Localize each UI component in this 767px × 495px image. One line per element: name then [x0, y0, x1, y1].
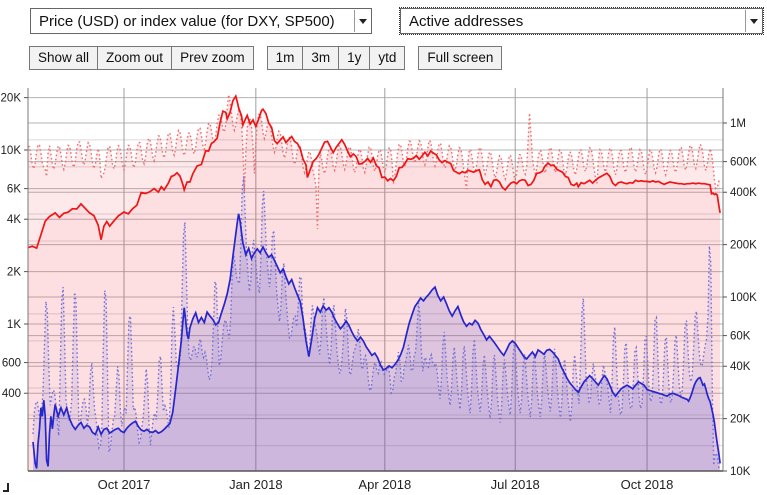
- toolbar: Show all Zoom out Prev zoom 1m 3m 1y ytd Full s…: [29, 46, 515, 70]
- right-axis-label-20K: 20K: [730, 414, 751, 426]
- button-group-screen: Full screen: [418, 46, 503, 70]
- dropdown-arrow-icon[interactable]: [354, 10, 370, 32]
- right-axis-label-10K: 10K: [730, 466, 751, 478]
- red-solid-price-line: [28, 93, 721, 250]
- left-axis-label-1K: 1K: [7, 319, 21, 331]
- right-axis-label-60K: 60K: [730, 331, 751, 343]
- metric1-selected-value: Price (USD) or index value (for DXY, SP5…: [39, 12, 335, 30]
- left-axis-label-4K: 4K: [7, 214, 21, 226]
- left-axis-label-10K: 10K: [1, 145, 22, 157]
- x-axis-label-oct-2017: Oct 2017: [98, 477, 151, 492]
- right-axis-label-1M: 1M: [730, 118, 746, 130]
- clipped-axis-glyph: [3, 483, 9, 492]
- x-axis-label-jan-2018: Jan 2018: [229, 477, 283, 492]
- right-axis-label-400K: 400K: [730, 187, 757, 199]
- x-axis-label-apr-2018: Apr 2018: [358, 477, 411, 492]
- x-axis-label-oct-2018: Oct 2018: [621, 477, 674, 492]
- range-1m-button[interactable]: 1m: [266, 46, 304, 70]
- left-axis-label-400: 400: [2, 388, 21, 400]
- series-fills: [28, 94, 721, 471]
- range-ytd-button[interactable]: ytd: [369, 46, 406, 70]
- axes: 20K 10K 6K 4K 2K 1K 600 400 1M 600K 400K 200K 100K 60…: [1, 88, 757, 492]
- right-axis-label-200K: 200K: [730, 240, 757, 252]
- zoom-out-button[interactable]: Zoom out: [97, 46, 173, 70]
- show-all-button[interactable]: Show all: [29, 46, 99, 70]
- button-group-zoom-controls: Show all Zoom out Prev zoom: [29, 46, 254, 70]
- range-3m-button[interactable]: 3m: [302, 46, 340, 70]
- dropdown-arrow-icon[interactable]: [745, 10, 761, 32]
- left-axis-label-20K: 20K: [1, 93, 22, 105]
- prev-zoom-button[interactable]: Prev zoom: [171, 46, 254, 70]
- metric1-select[interactable]: Price (USD) or index value (for DXY, SP5…: [30, 8, 372, 34]
- blue-dotted-active-addresses-fill: [33, 176, 720, 471]
- left-axis-label-600: 600: [2, 358, 21, 370]
- metric2-selected-value: Active addresses: [409, 12, 524, 30]
- right-axis-label-100K: 100K: [730, 292, 757, 304]
- series-lines: [28, 93, 721, 471]
- right-axis-label-40K: 40K: [730, 361, 751, 373]
- button-group-range-presets: 1m 3m 1y ytd: [266, 46, 406, 70]
- left-axis-label-6K: 6K: [7, 184, 21, 196]
- x-axis-label-jul-2018: Jul 2018: [491, 477, 540, 492]
- red-dotted-active-addresses-line: [28, 94, 721, 229]
- left-axis-label-2K: 2K: [7, 267, 21, 279]
- metric2-select[interactable]: Active addresses: [399, 7, 764, 35]
- blue-solid-price-line: [32, 213, 721, 469]
- grid: [28, 88, 723, 472]
- right-axis-label-600K: 600K: [730, 157, 757, 169]
- blue-solid-price-fill: [33, 213, 721, 471]
- full-screen-button[interactable]: Full screen: [418, 46, 503, 70]
